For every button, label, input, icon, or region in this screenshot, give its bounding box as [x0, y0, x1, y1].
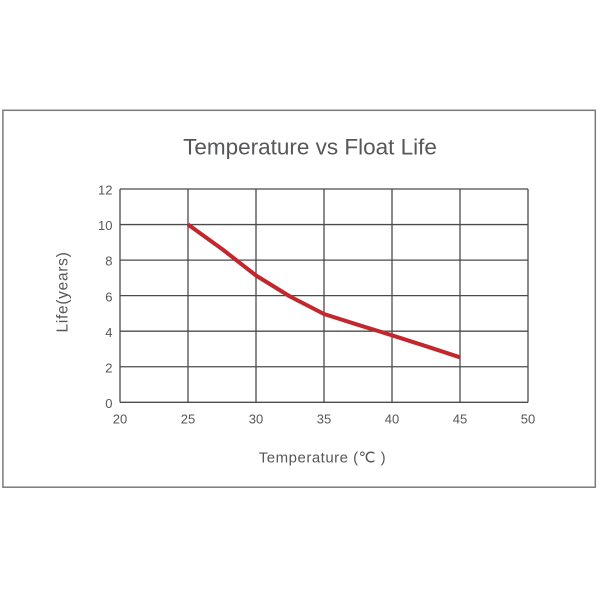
- svg-text:6: 6: [105, 289, 112, 304]
- svg-text:20: 20: [113, 412, 127, 427]
- svg-text:45: 45: [453, 412, 467, 427]
- svg-text:2: 2: [105, 360, 112, 375]
- svg-text:35: 35: [317, 412, 331, 427]
- svg-text:Temperature (℃ ): Temperature (℃ ): [259, 450, 386, 467]
- svg-text:10: 10: [98, 218, 112, 233]
- svg-text:Life(years): Life(years): [55, 252, 72, 333]
- svg-text:30: 30: [249, 412, 263, 427]
- svg-text:0: 0: [105, 396, 112, 411]
- svg-text:Temperature vs Float Life: Temperature vs Float Life: [183, 134, 437, 159]
- svg-text:50: 50: [521, 412, 535, 427]
- svg-text:8: 8: [105, 254, 112, 269]
- svg-text:12: 12: [98, 183, 112, 198]
- svg-text:4: 4: [105, 325, 112, 340]
- svg-text:25: 25: [181, 412, 195, 427]
- svg-text:40: 40: [385, 412, 399, 427]
